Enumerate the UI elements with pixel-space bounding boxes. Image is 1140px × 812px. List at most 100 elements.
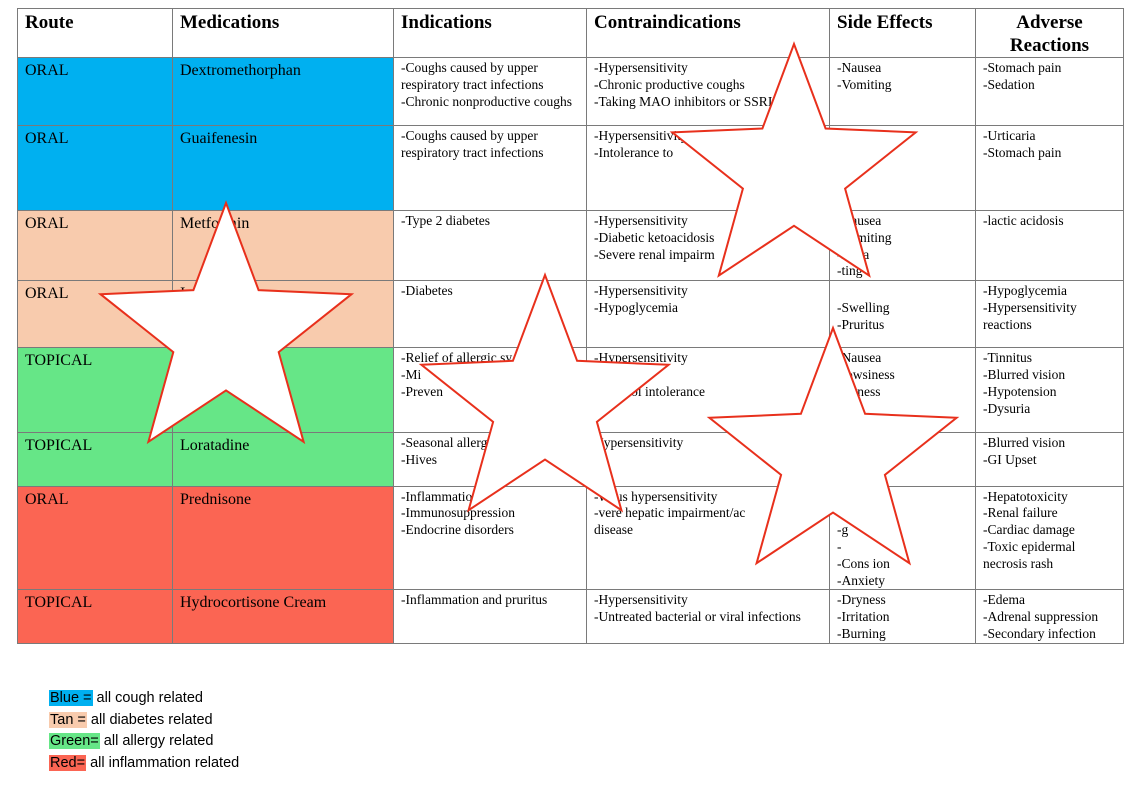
adverse-reactions-cell-text: -Hypoglycemia -Hypersensitivity reaction… — [983, 283, 1077, 332]
route-cell: ORAL — [17, 209, 173, 282]
contraindications-cell-text: -Hypersensitivity -Diabetic ketoacidosis… — [594, 213, 715, 262]
medication-cell-text: Prednisone — [180, 490, 252, 508]
header-adverse-reactions: Adverse Reactions — [975, 8, 1124, 58]
indications-cell: -Diabetes — [393, 280, 587, 349]
legend-key: Blue = — [49, 690, 93, 706]
legend-key: Tan = — [49, 711, 87, 728]
contraindications-cell: -Hypersensitivity -Untreated bacterial o… — [586, 589, 830, 645]
route-cell: ORAL — [17, 280, 173, 349]
adverse-reactions-cell: -Hepatotoxicity -Renal failure -Cardiac … — [975, 485, 1124, 591]
side-effects-cell: -g - -Cons ion -Anxiety — [829, 485, 976, 591]
header-route: Route — [17, 8, 173, 58]
contraindications-cell: -Hypersensitivity -Hypoglycemia — [586, 280, 830, 349]
table-row: TOPICAL Hydrocortisone Cream -Inflammation… — [17, 589, 1124, 645]
contraindications-cell-text: Hypersensitivity — [594, 435, 684, 451]
contraindications-cell: -Hypersensitivity -a attacks - alcohol i… — [586, 347, 830, 434]
adverse-reactions-cell: -lactic acidosis — [975, 209, 1124, 282]
indications-cell: -Seasonal allerg -Hives — [393, 432, 587, 487]
contraindications-cell-text: -Hypersensitivity -Untreated bacterial o… — [594, 592, 801, 625]
indications-cell: -Type 2 diabetes — [393, 209, 587, 282]
contraindications-cell: -Hypersensitivity -Intolerance to — [586, 125, 830, 211]
route-cell: TOPICAL — [17, 589, 173, 645]
medication-cell: Dextromethorphan — [172, 57, 394, 126]
indications-cell-text: -Seasonal allerg -Hives — [401, 435, 488, 467]
adverse-reactions-cell-text: -Hepatotoxicity -Renal failure -Cardiac … — [983, 488, 1076, 571]
contraindications-cell-text: -Hypersensitivity -Hypoglycemia — [594, 283, 688, 315]
indications-cell: -Inflammation and pruritus — [393, 589, 587, 645]
table-row: ORAL Guaifenesin -Coughs caused by upper r… — [17, 125, 1124, 211]
adverse-reactions-cell: -Tinnitus -Blurred vision -Hypotension -… — [975, 347, 1124, 434]
header-contraindications: Contraindications — [586, 8, 830, 58]
side-effects-cell: uth — [829, 432, 976, 487]
side-effects-cell: -Nausea -rowsiness -zziness — [829, 347, 976, 434]
route-cell: ORAL — [17, 125, 173, 211]
indications-cell-text: -Coughs caused by upper respiratory trac… — [401, 128, 544, 160]
side-effects-cell: -Dryness -Irritation -Burning — [829, 589, 976, 645]
medication-cell-text: ne — [180, 352, 196, 370]
medication-cell-text: Dextromethorphan — [180, 62, 301, 79]
medication-table: Route Medications Indications Contraindi… — [17, 8, 1124, 645]
route-cell: ORAL — [17, 485, 173, 591]
side-effects-cell-text: -Nausea -ea — [837, 128, 882, 177]
side-effects-cell-text: -Nausea -rowsiness -zziness — [837, 350, 895, 399]
adverse-reactions-cell-text: -Edema -Adrenal suppression -Secondary i… — [983, 592, 1099, 641]
contraindications-cell-text: -Hypersensitivity -Chronic productive co… — [594, 60, 773, 109]
medication-cell: Guaifenesin — [172, 125, 394, 211]
route-cell: ORAL — [17, 57, 173, 126]
contraindications-cell-text: -vious hypersensitivity -vere hepatic im… — [594, 488, 746, 538]
contraindications-cell: -Hypersensitivity -Diabetic ketoacidosis… — [586, 209, 830, 282]
side-effects-cell-text: -Dryness -Irritation -Burning — [837, 592, 890, 641]
side-effects-cell-text: -Swelling -Pruritus — [837, 299, 890, 332]
adverse-reactions-cell-text: -Blurred vision -GI Upset — [983, 435, 1066, 467]
adverse-reactions-cell-text: -Urticaria -Stomach pain — [983, 128, 1062, 160]
legend-item-green: Green= all allergy related — [49, 731, 239, 753]
table-row: ORAL Prednisone -Inflammatio -Immunosuppre… — [17, 485, 1124, 591]
adverse-reactions-cell: -Urticaria -Stomach pain — [975, 125, 1124, 211]
legend-text: all inflammation related — [86, 754, 240, 771]
indications-cell-text: -Coughs caused by upper respiratory trac… — [401, 60, 572, 109]
legend-item-blue: Blue = all cough related — [49, 688, 239, 710]
medication-cell: ne — [172, 347, 394, 434]
medication-cell: Hydrocortisone Cream — [172, 589, 394, 645]
legend-text: all diabetes related — [86, 711, 213, 728]
medication-cell-text: Ins — [180, 285, 200, 303]
table-row: TOPICAL ne -Relief of allergic sy -Mi -Pre… — [17, 347, 1124, 434]
legend-text: all allergy related — [99, 733, 214, 749]
table-row: ORAL Metformin -Type 2 diabetes -Hypersensi… — [17, 209, 1124, 282]
medication-cell: Metformin — [172, 209, 394, 282]
medication-cell: Loratadine — [172, 432, 394, 487]
adverse-reactions-cell: -Stomach pain -Sedation — [975, 57, 1124, 126]
contraindications-cell: -Hypersensitivity -Chronic productive co… — [586, 57, 830, 126]
color-legend: Blue = all cough related Tan = all diabe… — [49, 688, 239, 774]
medication-cell-text: Hydrocortisone Cream — [180, 594, 327, 612]
contraindications-cell-text: -Hypersensitivity -a attacks - alcohol i… — [594, 350, 705, 399]
indications-cell: -Coughs caused by upper respiratory trac… — [393, 57, 587, 126]
adverse-reactions-cell-text: -Stomach pain -Sedation — [983, 60, 1062, 92]
medication-cell: Ins — [172, 280, 394, 349]
route-cell-text: ORAL — [25, 62, 69, 79]
route-cell: TOPICAL — [17, 432, 173, 487]
indications-cell: -Relief of allergic sy -Mi -Preven — [393, 347, 587, 434]
indications-cell-text: -Type 2 diabetes — [401, 213, 491, 228]
route-cell-text: ORAL — [25, 215, 69, 232]
legend-item-tan: Tan = all diabetes related — [49, 710, 239, 732]
header-side-effects: Side Effects — [829, 8, 976, 58]
route-cell-text: TOPICAL — [25, 437, 93, 455]
legend-key: Green= — [49, 733, 100, 749]
indications-cell-text: -Diabetes — [401, 283, 453, 299]
route-cell-text: ORAL — [25, 285, 69, 303]
header-row: Route Medications Indications Contraindi… — [17, 8, 1124, 58]
route-cell-text: TOPICAL — [25, 594, 93, 612]
table-row: TOPICAL Loratadine -Seasonal allerg -Hives… — [17, 432, 1124, 487]
route-cell: TOPICAL — [17, 347, 173, 434]
side-effects-cell: -Nausea -ea — [829, 125, 976, 211]
header-medications: Medications — [172, 8, 394, 58]
contraindications-cell: Hypersensitivity — [586, 432, 830, 487]
medication-cell-text: Metformin — [180, 215, 250, 232]
adverse-reactions-cell: -Edema -Adrenal suppression -Secondary i… — [975, 589, 1124, 645]
side-effects-cell: -Nausea -Vomiting — [829, 57, 976, 126]
adverse-reactions-cell-text: -Tinnitus -Blurred vision -Hypotension -… — [983, 350, 1066, 416]
medication-cell-text: Loratadine — [180, 437, 250, 455]
legend-item-red: Red= all inflammation related — [49, 753, 239, 775]
route-cell-text: ORAL — [25, 130, 69, 147]
